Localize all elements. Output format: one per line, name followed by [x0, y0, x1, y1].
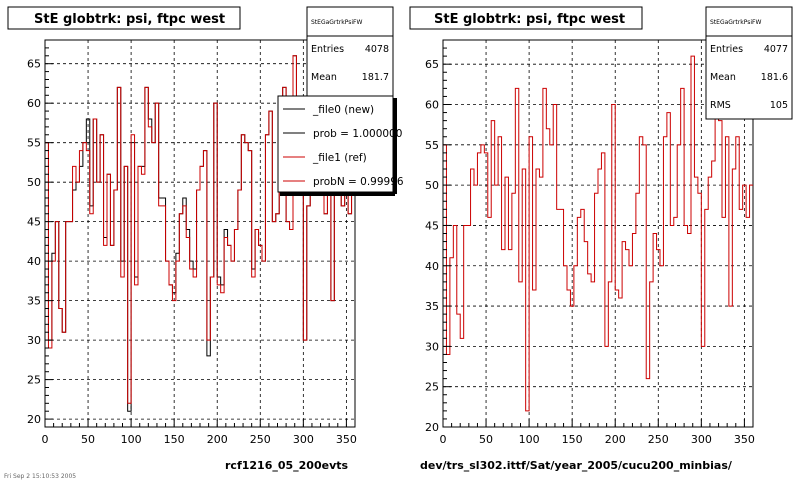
left-caption: rcf1216_05_200evts [225, 459, 349, 472]
y-tick-label: 50 [425, 179, 439, 192]
left-stats-mean: 181.7 [362, 72, 389, 83]
y-tick-label: 30 [425, 340, 439, 353]
legend-prob: prob = 1.000000 [313, 128, 402, 140]
x-tick-label: 200 [605, 433, 626, 446]
right-stats-name: StEGaGrtrkPsiFW [710, 19, 761, 26]
right-stats-entries-label: Entries [710, 44, 743, 55]
x-tick-label: 100 [121, 433, 142, 446]
y-tick-label: 65 [425, 58, 439, 71]
y-tick-label: 45 [27, 216, 41, 229]
x-tick-label: 150 [164, 433, 185, 446]
y-tick-label: 55 [425, 139, 439, 152]
x-tick-label: 0 [42, 433, 49, 446]
y-tick-label: 25 [27, 374, 41, 387]
y-tick-label: 30 [27, 334, 41, 347]
right-stats-box [705, 6, 793, 120]
y-tick-label: 40 [27, 255, 41, 268]
y-tick-label: 35 [27, 295, 41, 308]
legend-ref: _file1 (ref) [312, 152, 367, 164]
y-tick-label: 20 [425, 421, 439, 434]
x-tick-label: 300 [293, 433, 314, 446]
y-tick-label: 40 [425, 260, 439, 273]
x-tick-label: 250 [648, 433, 669, 446]
left-stats-name: StEGaGrtrkPsiFW [311, 19, 362, 26]
right-title: StE globtrk: psi, ftpc west [434, 12, 625, 27]
right-stats-entries: 4077 [764, 44, 788, 55]
right-stats-mean: 181.6 [761, 72, 788, 83]
legend-probn: probN = 0.99996 [313, 176, 404, 188]
right-stats-rms: 105 [770, 100, 788, 111]
right-title-box [409, 6, 643, 30]
left-stats-entries: 4078 [365, 44, 389, 55]
x-tick-label: 50 [81, 433, 95, 446]
left-legend-box [277, 95, 394, 193]
y-tick-label: 55 [27, 137, 41, 150]
y-tick-label: 45 [425, 219, 439, 232]
right-axes: 0 50 100 150 200 250 300 350 20 25 30 35 40 45 50 55 60 6… [425, 39, 755, 446]
y-tick-label: 20 [27, 413, 41, 426]
legend-new: _file0 (new) [312, 104, 374, 116]
y-tick-label: 60 [425, 99, 439, 112]
left-series [45, 55, 355, 412]
x-tick-label: 100 [519, 433, 540, 446]
x-tick-label: 250 [250, 433, 271, 446]
x-tick-label: 350 [336, 433, 357, 446]
left-title-box [7, 6, 241, 30]
x-tick-label: 50 [479, 433, 493, 446]
x-tick-label: 300 [691, 433, 712, 446]
left-axes: 0 50 100 150 200 250 300 350 20 25 30 35 40 45 50 55 60 6… [27, 39, 357, 446]
x-tick-label: 150 [562, 433, 583, 446]
right-stats-mean-label: Mean [710, 72, 736, 83]
left-panel: 0 50 100 150 200 250 300 350 20 25 30 35 40 45 50 55 60 6… [7, 6, 404, 472]
left-stats-mean-label: Mean [311, 72, 337, 83]
left-title: StE globtrk: psi, ftpc west [34, 12, 225, 27]
footer-timestamp: Fri Sep 2 15:10:53 2005 [4, 473, 76, 480]
left-stats-entries-label: Entries [311, 44, 344, 55]
y-tick-label: 65 [27, 58, 41, 71]
y-tick-label: 60 [27, 97, 41, 110]
right-series [443, 55, 753, 412]
series-0-line [443, 55, 753, 412]
x-tick-label: 200 [207, 433, 228, 446]
x-tick-label: 0 [440, 433, 447, 446]
y-tick-label: 50 [27, 176, 41, 189]
x-tick-label: 350 [734, 433, 755, 446]
y-tick-label: 25 [425, 381, 439, 394]
right-panel: 0 50 100 150 200 250 300 350 20 25 30 35 40 45 50 55 60 6… [409, 6, 793, 472]
right-caption: dev/trs_sl302.ittf/Sat/year_2005/cucu200… [420, 459, 733, 472]
y-tick-label: 35 [425, 300, 439, 313]
series-1-line [45, 55, 355, 404]
right-stats-rms-label: RMS [710, 100, 731, 111]
